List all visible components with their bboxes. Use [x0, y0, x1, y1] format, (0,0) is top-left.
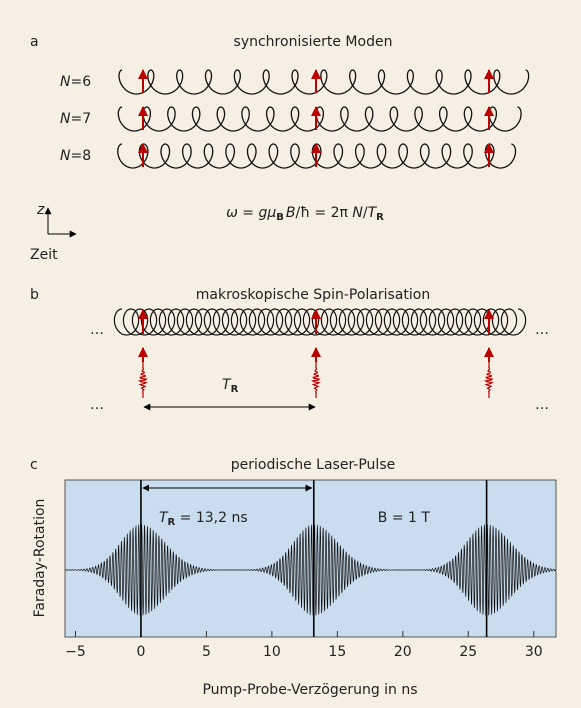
period-text: = 13,2 ns — [175, 510, 247, 526]
formula-part: B — [286, 205, 296, 221]
mode-value: =7 — [70, 111, 91, 127]
x-tick-label: 20 — [394, 644, 412, 660]
x-tick-label: 10 — [263, 644, 281, 660]
mode-symbol: N — [60, 148, 71, 164]
figure: a synchronisierte Moden ω = gμBB/ħ = 2π … — [0, 0, 581, 708]
x-tick-label: 30 — [525, 644, 543, 660]
mode-value: =8 — [70, 148, 91, 164]
panel-label: a — [30, 34, 39, 50]
mode-label: N=8 — [60, 148, 91, 164]
period-sub: R — [231, 384, 239, 395]
axis-time: Zeit — [30, 247, 58, 263]
formula-part: /ħ = 2π — [296, 205, 349, 221]
formula-part: μ — [266, 205, 276, 221]
mode-value: =6 — [70, 74, 91, 90]
mode-symbol: N — [60, 74, 71, 90]
mode-label: N=6 — [60, 74, 91, 90]
axis-z: z — [36, 202, 45, 218]
y-axis-label: Faraday-Rotation — [32, 499, 48, 618]
formula-part: R — [376, 212, 384, 223]
mode-symbol: N — [60, 111, 71, 127]
field-annotation: B = 1 T — [378, 510, 431, 526]
formula-part: B — [276, 212, 284, 223]
panel-label: b — [30, 287, 39, 303]
ellipsis: … — [90, 322, 104, 338]
panel-label: c — [30, 457, 38, 473]
ellipsis: … — [535, 397, 549, 413]
mode-label: N=7 — [60, 111, 91, 127]
ellipsis: … — [535, 322, 549, 338]
panel-title: periodische Laser-Pulse — [231, 457, 395, 473]
formula-part: ω = g — [226, 205, 267, 221]
x-tick-label: 15 — [328, 644, 346, 660]
x-tick-label: 0 — [136, 644, 145, 660]
ellipsis: … — [90, 397, 104, 413]
x-tick-label: 25 — [459, 644, 477, 660]
panel-title: makroskopische Spin-Polarisation — [196, 287, 430, 303]
x-axis-label: Pump-Probe-Verzögerung in ns — [202, 682, 417, 698]
panel-title: synchronisierte Moden — [234, 34, 393, 50]
formula-part: N — [348, 205, 363, 221]
x-tick-label: −5 — [65, 644, 86, 660]
x-tick-label: 5 — [202, 644, 211, 660]
